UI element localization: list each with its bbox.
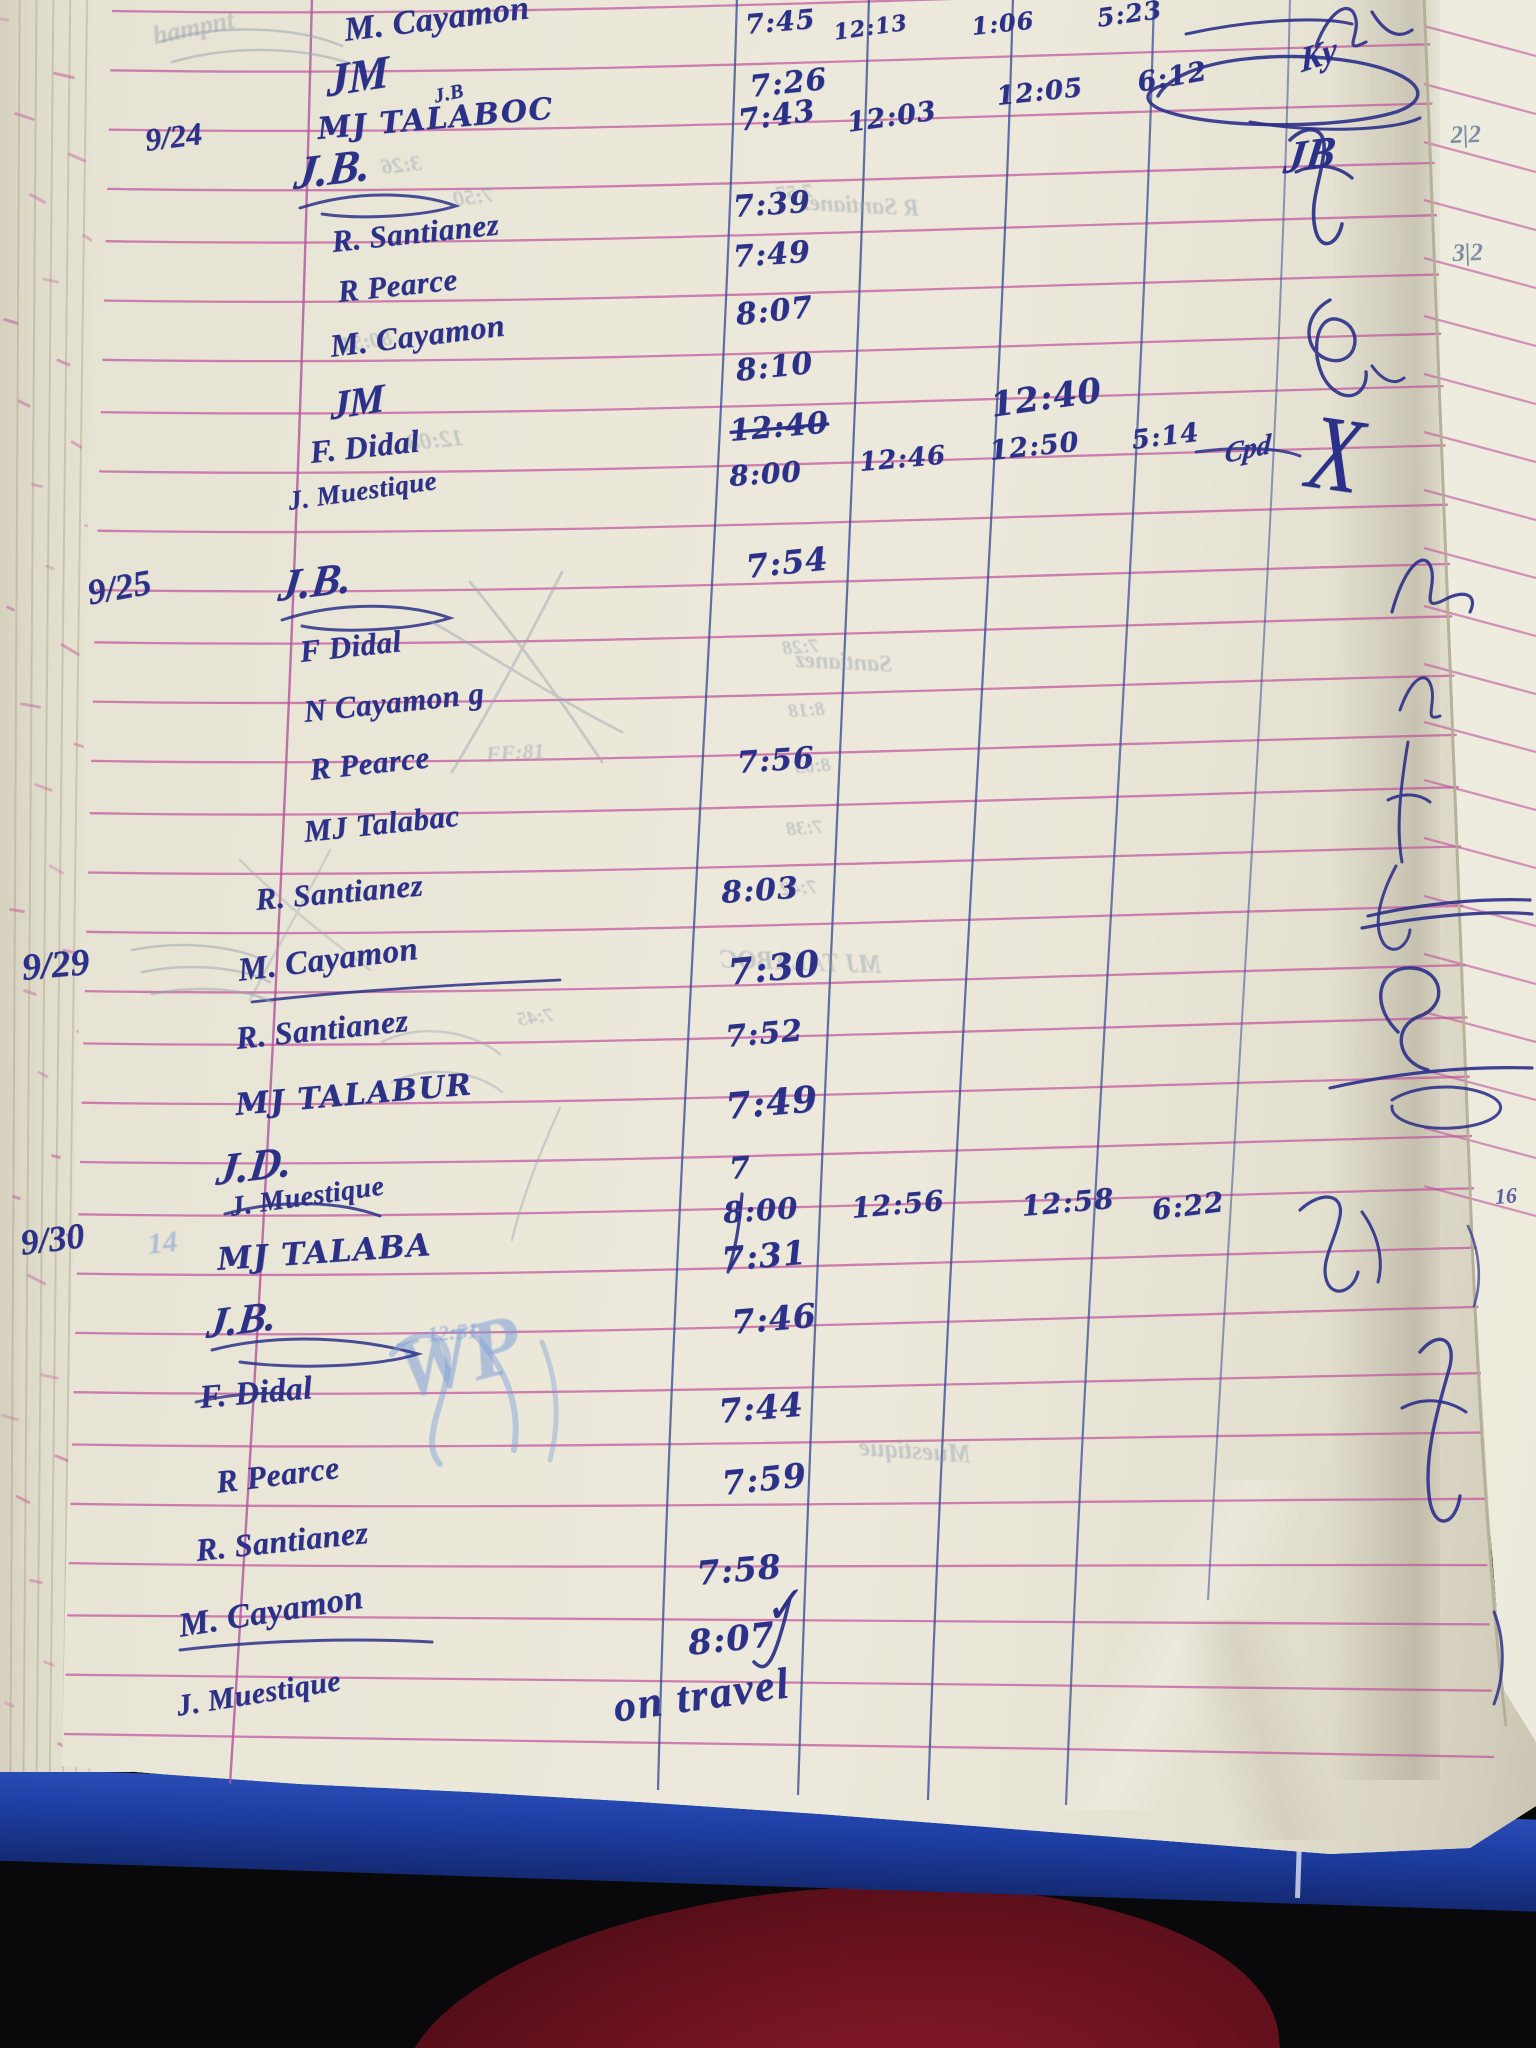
page-edge-mark <box>39 1373 60 1380</box>
entry-time: 7:46 <box>730 1295 819 1342</box>
page-edge-mark <box>48 863 65 876</box>
page-edge-line <box>22 0 38 1772</box>
ghost-writing: 16 <box>1494 1182 1518 1209</box>
entry-name: J.B. <box>275 552 355 612</box>
page-edge-mark <box>34 782 53 793</box>
signature: JB <box>1280 125 1339 184</box>
entry-name: J.B. <box>291 137 374 200</box>
page-edge-mark <box>17 398 31 409</box>
page-edge-mark <box>5 605 16 612</box>
entry-time: 7 <box>728 1150 753 1187</box>
entry-name: JM <box>330 374 384 429</box>
facing-page-mark: 2|2 <box>1450 120 1482 149</box>
entry-time: 7:52 <box>724 1013 805 1055</box>
page-edge-mark <box>52 71 76 80</box>
page-edge-mark <box>8 907 26 914</box>
entry-time: 7:49 <box>724 1077 820 1128</box>
page-edge-mark <box>26 1273 47 1286</box>
entry-name: J.B. <box>204 1292 280 1349</box>
page-edge-line <box>9 0 21 1772</box>
page-edge-mark <box>28 192 47 205</box>
entry-time: 8:00 <box>722 1190 800 1230</box>
entry-time: 7:49 <box>732 234 812 275</box>
entry-time: 8:00 <box>728 454 803 493</box>
page-edge-mark <box>28 1578 44 1585</box>
entry-time: 7:31 <box>720 1232 809 1279</box>
page-edge-mark <box>0 1413 20 1422</box>
ghost-writing: 3:26 <box>379 150 423 180</box>
page-fold-shadow <box>1330 0 1440 1780</box>
entry-time: 7:39 <box>732 184 812 225</box>
page-edge-mark <box>55 358 72 367</box>
entry-time: 7:44 <box>717 1384 806 1431</box>
ghost-writing: 14 <box>146 1224 180 1261</box>
ghost-writing: 8:18 <box>787 698 826 723</box>
date-label: 9/29 <box>20 941 92 989</box>
facing-page-mark: 3|2 <box>1452 238 1484 267</box>
ghost-writing: 7:38 <box>785 816 824 841</box>
ghost-writing: FF:81 <box>485 737 546 767</box>
ghost-writing: Santianez <box>794 646 893 678</box>
page-edge-mark <box>15 1494 31 1505</box>
entry-name: JM <box>326 45 389 107</box>
entry-time: 7:56 <box>736 740 816 781</box>
entry-time: 7:45 <box>744 3 817 41</box>
date-label: 9/30 <box>18 1215 87 1263</box>
page-edge-mark <box>42 1659 56 1668</box>
page-edge-mark <box>0 17 10 22</box>
entry-time: 8:03 <box>720 870 800 911</box>
date-label: 9/24 <box>143 115 204 158</box>
